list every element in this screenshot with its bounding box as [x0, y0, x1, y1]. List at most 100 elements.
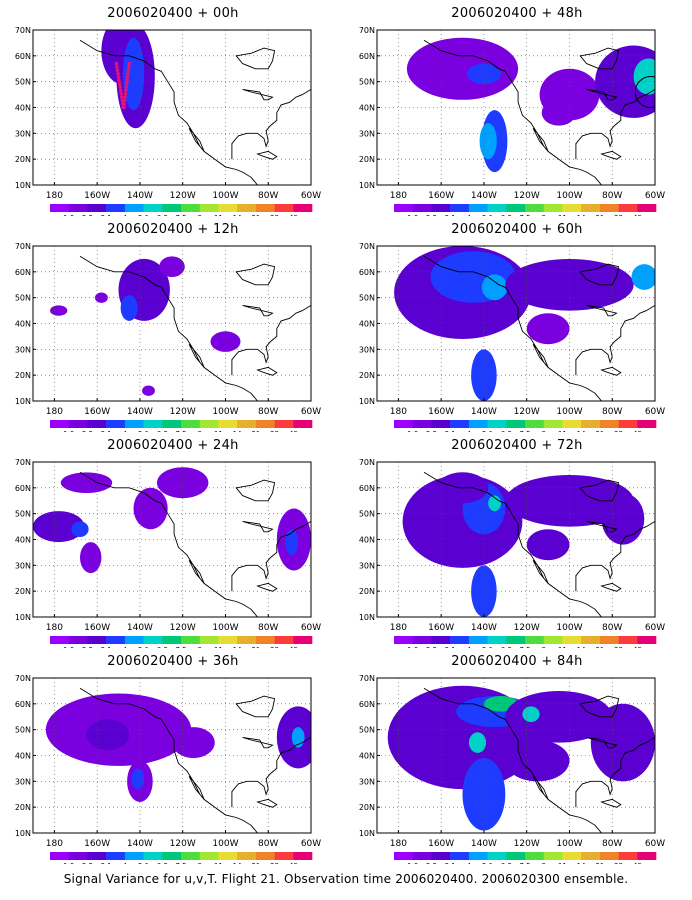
colorbar-swatch [394, 636, 413, 644]
colorbar: 1.6 2.2 3.1 4 5.1 6.3 7.5 9 11 14 21 29 40 [50, 420, 313, 432]
colorbar-label: 7.5 [519, 862, 530, 864]
longitude-label: 180 [46, 407, 63, 417]
latitude-label: 30N [359, 129, 375, 138]
colorbar-swatch [162, 852, 182, 860]
colorbar-label: 14 [577, 646, 586, 648]
colorbar-label: 3.1 [101, 430, 112, 432]
colorbar-swatch [431, 852, 451, 860]
variance-contour [133, 487, 168, 530]
colorbar-swatch [543, 204, 563, 212]
variance-contour [590, 703, 655, 782]
colorbar-swatch [450, 636, 470, 644]
colorbar-label: 6.3 [501, 862, 512, 864]
colorbar-label: 5.1 [138, 862, 149, 864]
variance-map: 10N 20N 30N 40N 50N 60N 70N 180 160W 140W 120W 100W… [359, 458, 665, 648]
colorbar-swatch [525, 204, 544, 212]
colorbar-label: 11 [558, 430, 567, 432]
longitude-label: 120W [514, 839, 540, 849]
coastline [256, 798, 278, 808]
variance-contour [120, 295, 138, 321]
colorbar-label: 7.5 [175, 214, 186, 216]
colorbar-swatch [124, 204, 144, 212]
colorbar-swatch [431, 420, 451, 428]
coastline [188, 343, 205, 368]
colorbar-swatch [468, 420, 488, 428]
variance-contour [406, 37, 519, 100]
longitude-label: 100W [556, 407, 582, 417]
colorbar-label: 9 [197, 430, 201, 432]
latitude-label: 60N [15, 700, 31, 709]
colorbar-swatch [599, 852, 619, 860]
colorbar: 1.6 2.2 3.1 4 5.1 6.3 7.5 9 11 14 21 29 40 [394, 636, 657, 648]
colorbar-label: 14 [233, 646, 242, 648]
colorbar-label: 14 [577, 430, 586, 432]
colorbar: 1.6 2.2 3.1 4 5.1 6.3 7.5 9 11 14 21 29 40 [394, 204, 657, 216]
observation-point [116, 75, 121, 79]
colorbar-swatch [506, 420, 526, 428]
colorbar-swatch [487, 852, 507, 860]
variance-contour [50, 305, 68, 316]
colorbar-label: 21 [595, 646, 604, 648]
coastline [188, 127, 205, 152]
longitude-label: 80W [258, 191, 278, 201]
colorbar-label: 21 [251, 646, 260, 648]
observation-point [116, 71, 120, 76]
coastline [231, 521, 311, 592]
observation-point [125, 78, 129, 83]
longitude-label: 60W [301, 191, 321, 201]
latitude-label: 40N [15, 320, 31, 329]
colorbar-swatch [181, 204, 200, 212]
colorbar-swatch [68, 204, 88, 212]
latitude-label: 10N [15, 613, 31, 622]
coastline [586, 88, 618, 101]
coastline [231, 305, 311, 376]
observation-point [125, 75, 130, 79]
colorbar-label: 40 [289, 862, 298, 864]
colorbar-swatch [450, 852, 470, 860]
colorbar-label: 29 [270, 646, 279, 648]
latitude-label: 20N [15, 371, 31, 380]
variance-contour [122, 37, 145, 111]
latitude-label: 10N [359, 613, 375, 622]
longitude-label: 140W [471, 839, 497, 849]
variance-map: 10N 20N 30N 40N 50N 60N 70N 180 160W 140W 120W 100W… [15, 242, 321, 432]
colorbar-label: 9 [541, 862, 545, 864]
colorbar-label: 1.6 [63, 214, 75, 216]
longitude-label: 160W [428, 839, 454, 849]
colorbar-swatch [106, 636, 126, 644]
longitude-label: 80W [602, 407, 622, 417]
colorbar-swatch [274, 636, 294, 644]
colorbar-label: 40 [633, 430, 642, 432]
colorbar-swatch [255, 204, 275, 212]
longitude-label: 120W [170, 839, 196, 849]
colorbar-label: 21 [251, 214, 260, 216]
colorbar-label: 1.6 [407, 862, 419, 864]
colorbar-label: 6.3 [501, 214, 512, 216]
colorbar-label: 9 [197, 646, 201, 648]
latitude-label: 40N [359, 536, 375, 545]
colorbar-label: 29 [270, 862, 279, 864]
coastline [242, 88, 274, 101]
colorbar-swatch [468, 204, 488, 212]
colorbar-label: 4 [123, 214, 128, 216]
colorbar-swatch [218, 420, 238, 428]
colorbar-swatch [50, 420, 69, 428]
colorbar-swatch [218, 636, 238, 644]
colorbar-label: 1.6 [63, 862, 75, 864]
latitude-label: 30N [359, 777, 375, 786]
colorbar-label: 6.3 [157, 430, 168, 432]
colorbar-label: 1.6 [407, 430, 419, 432]
colorbar-swatch [162, 420, 182, 428]
colorbar-label: 14 [233, 430, 242, 432]
variance-map: 10N 20N 30N 40N 50N 60N 70N 180 160W 140W 120W 100W… [15, 458, 321, 648]
colorbar: 1.6 2.2 3.1 4 5.1 6.3 7.5 9 11 14 21 29 40 [50, 204, 313, 216]
latitude-label: 50N [15, 726, 31, 735]
observation-point [127, 65, 131, 69]
colorbar-swatch [562, 420, 582, 428]
latitude-label: 10N [15, 397, 31, 406]
latitude-label: 40N [359, 752, 375, 761]
variance-contour [481, 274, 508, 301]
longitude-label: 80W [258, 407, 278, 417]
latitude-label: 40N [15, 752, 31, 761]
colorbar-swatch [274, 420, 294, 428]
